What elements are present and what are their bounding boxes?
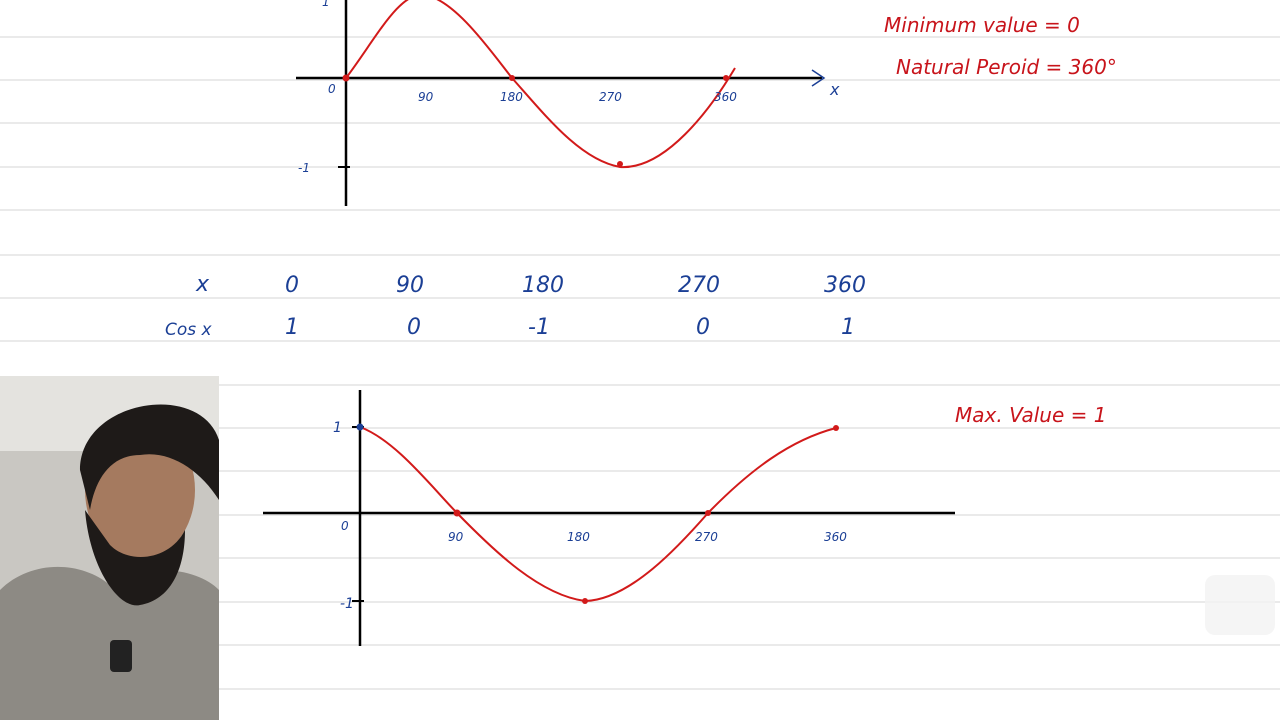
table-cell: 0	[696, 315, 710, 340]
point	[342, 74, 350, 82]
point	[356, 423, 364, 431]
point	[723, 75, 729, 81]
table-cell: 0	[407, 315, 421, 340]
table-cell: -1	[528, 315, 550, 340]
note: Natural Peroid = 360°	[896, 55, 1117, 79]
point	[582, 598, 588, 604]
table-cell: x	[195, 272, 210, 297]
table-cell: 270	[678, 273, 720, 298]
table-cell: 1	[841, 315, 855, 340]
y-tick-label: 1	[322, 0, 330, 9]
top-graph: 0 90 180 270 360 x 1 -1	[296, 0, 840, 206]
table-cell: 180	[522, 273, 564, 298]
note: Max. Value = 1	[955, 403, 1106, 427]
table-cell: Cos x	[165, 320, 213, 340]
axis-arrow	[811, 69, 826, 87]
y-tick-label: 1	[333, 420, 342, 436]
point	[833, 425, 839, 431]
table-cell: 90	[396, 273, 424, 298]
y-tick-label: -1	[340, 596, 354, 612]
x-tick-label: 180	[567, 530, 590, 544]
y-tick-label: -1	[298, 161, 310, 175]
x-tick-label: 90	[448, 530, 464, 544]
x-tick-label: 360	[714, 90, 737, 104]
x-tick-label: 270	[599, 90, 622, 104]
point	[453, 509, 461, 517]
x-tick-label: 270	[695, 530, 718, 544]
x-tick-label: 0	[341, 519, 349, 533]
webcam-overlay	[0, 376, 219, 720]
x-tick-label: 180	[500, 90, 523, 104]
point	[705, 510, 711, 516]
overlay-button[interactable]	[1205, 575, 1275, 635]
table-cell: 1	[285, 315, 299, 340]
x-tick-label: 0	[328, 82, 336, 96]
x-axis-label: x	[829, 80, 840, 99]
bottom-graph: 0 90 180 270 360 1 -1	[263, 390, 955, 646]
point	[617, 161, 623, 167]
x-tick-label: 90	[418, 90, 434, 104]
point	[509, 75, 515, 81]
x-tick-label: 360	[824, 530, 847, 544]
value-table: x 0 90 180 270 360 Cos x 1 0 -1 0 1	[165, 272, 866, 340]
table-cell: 0	[285, 273, 299, 298]
sine-curve	[345, 0, 736, 169]
table-cell: 360	[824, 273, 866, 298]
note: Minimum value = 0	[884, 13, 1080, 37]
